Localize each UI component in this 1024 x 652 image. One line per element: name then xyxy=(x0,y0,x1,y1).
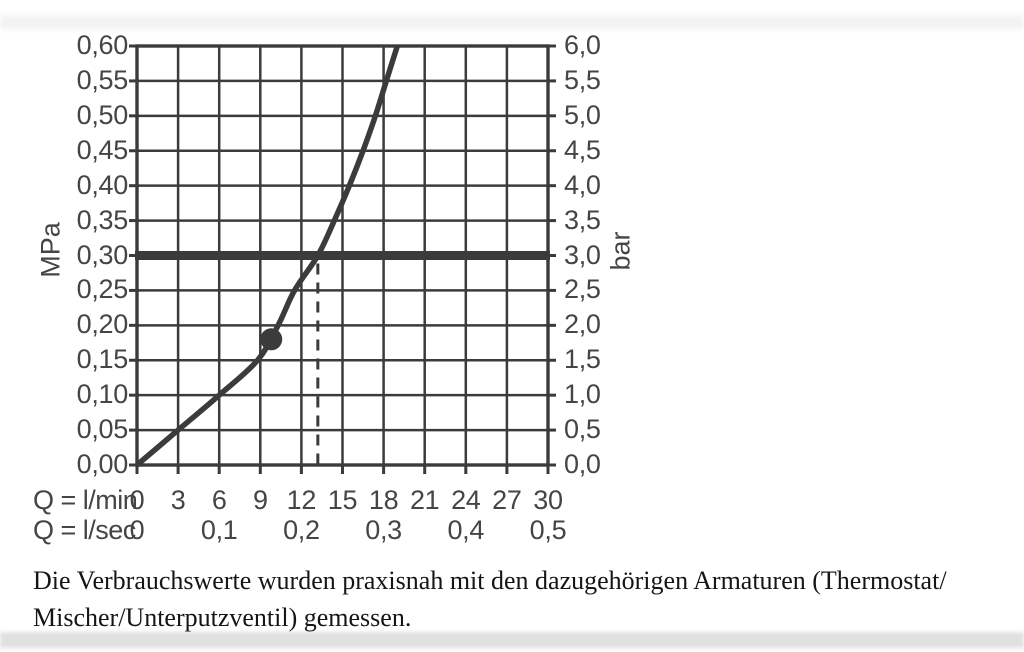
y-tick-bar: 1,0 xyxy=(564,379,601,410)
y-tick-mpa: 0,55 xyxy=(76,64,129,95)
x-tick-lmin: 3 xyxy=(170,485,186,515)
x-tick-lmin: 18 xyxy=(368,485,399,515)
x-tick-lmin: 24 xyxy=(451,485,481,515)
caption-line-2: Mischer/Unterputzventil) gemessen. xyxy=(33,603,412,632)
y-tick-mpa: 0,40 xyxy=(76,169,129,200)
y-tick-mpa: 0,00 xyxy=(76,449,129,479)
x-tick-lsec: 0,2 xyxy=(283,515,320,545)
y-tick-mpa: 0,60 xyxy=(76,30,129,60)
y-tick-bar: 2,0 xyxy=(564,309,601,340)
y-tick-mpa: 0,30 xyxy=(76,239,129,270)
x-tick-lmin: 27 xyxy=(492,485,522,515)
x-tick-lmin: 21 xyxy=(409,485,440,515)
x-tick-lsec: 0 xyxy=(129,515,145,545)
right-axis-unit-label: bar xyxy=(605,231,636,271)
y-tick-mpa: 0,10 xyxy=(76,379,129,410)
y-tick-bar: 3,0 xyxy=(564,239,601,270)
x-tick-lmin: 15 xyxy=(327,485,358,515)
left-axis-unit-label: MPa xyxy=(35,222,66,278)
grid-lines xyxy=(137,46,548,465)
x-axis-row-label-lsec: Q = l/sec xyxy=(33,515,136,545)
y-tick-bar: 6,0 xyxy=(564,30,601,60)
y-tick-mpa: 0,50 xyxy=(76,99,129,130)
figure-caption: Die Verbrauchswerte wurden praxisnah mit… xyxy=(33,562,947,636)
y-tick-mpa: 0,20 xyxy=(76,309,129,340)
flow-pressure-curve xyxy=(135,46,400,468)
x-tick-lmin: 9 xyxy=(252,485,268,515)
x-tick-lmin: 30 xyxy=(533,485,563,515)
operating-point-dot xyxy=(260,328,283,351)
caption-line-1: Die Verbrauchswerte wurden praxisnah mit… xyxy=(33,566,947,595)
x-tick-lsec: 0,4 xyxy=(447,515,485,545)
x-axis-row-label-lmin: Q = l/min xyxy=(33,485,138,515)
y-tick-mpa: 0,05 xyxy=(76,414,129,445)
x-tick-lsec: 0,5 xyxy=(529,515,567,545)
y-tick-bar: 1,5 xyxy=(564,344,601,375)
y-tick-bar: 3,5 xyxy=(564,204,601,235)
y-tick-bar: 2,5 xyxy=(564,274,601,305)
y-tick-mpa: 0,25 xyxy=(76,274,129,305)
y-tick-bar: 5,0 xyxy=(564,99,601,130)
y-tick-mpa: 0,15 xyxy=(76,344,129,375)
y-tick-mpa: 0,35 xyxy=(76,204,129,235)
y-tick-bar: 4,0 xyxy=(564,169,601,200)
x-tick-lmin: 0 xyxy=(129,485,145,515)
y-tick-bar: 0,5 xyxy=(564,414,601,445)
tick-marks xyxy=(129,44,556,474)
y-tick-bar: 0,0 xyxy=(564,449,601,479)
y-tick-bar: 5,5 xyxy=(564,64,601,95)
y-tick-bar: 4,5 xyxy=(564,134,601,165)
x-tick-lsec: 0,1 xyxy=(200,515,238,545)
x-tick-lsec: 0,3 xyxy=(365,515,402,545)
x-tick-lmin: 12 xyxy=(286,485,317,515)
y-tick-mpa: 0,45 xyxy=(76,134,129,165)
x-tick-lmin: 6 xyxy=(211,485,227,515)
